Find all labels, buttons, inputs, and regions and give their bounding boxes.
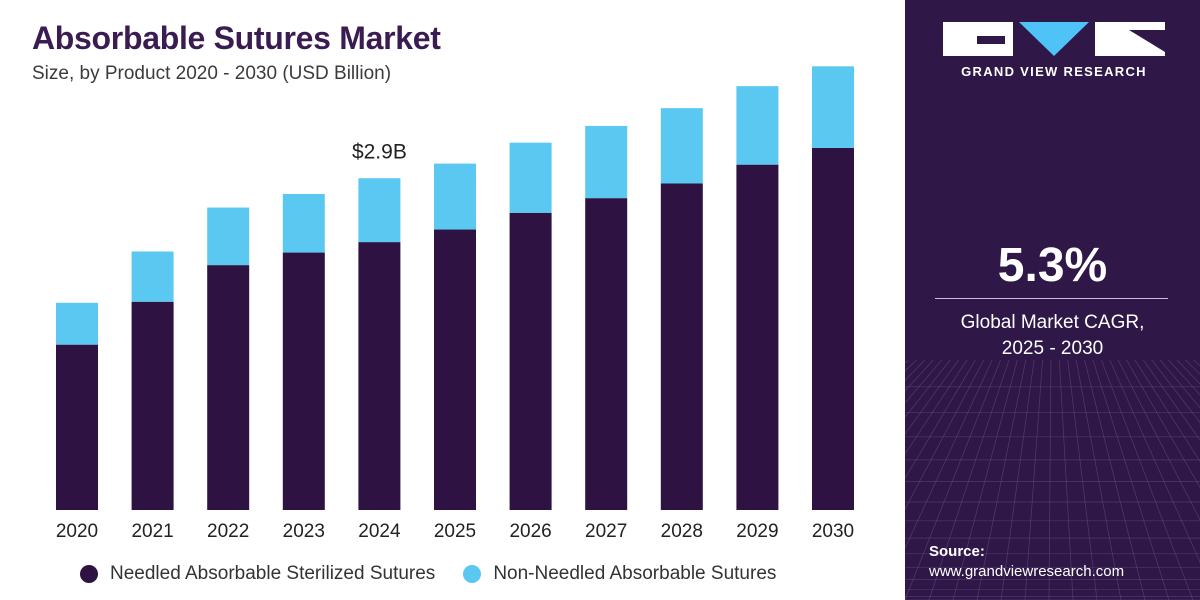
bar-non-needled-2028 xyxy=(660,108,703,184)
bar-needled-2021 xyxy=(131,301,174,510)
chart-legend: Needled Absorbable Sterilized Sutures No… xyxy=(80,560,776,588)
x-tick-label-2022: 2022 xyxy=(207,521,249,542)
bar-needled-2022 xyxy=(207,265,250,510)
chart-subtitle: Size, by Product 2020 - 2030 (USD Billio… xyxy=(32,63,392,84)
chart-panel: Absorbable Sutures Market Size, by Produ… xyxy=(32,20,855,588)
bar-needled-2025 xyxy=(434,229,476,510)
bar-non-needled-2029 xyxy=(736,86,779,165)
source-block: Source: www.grandviewresearch.com xyxy=(929,543,1124,580)
logo-mark-v xyxy=(1019,22,1089,56)
x-tick-label-2026: 2026 xyxy=(509,521,551,542)
x-tick-label-2024: 2024 xyxy=(358,521,401,542)
brand-logo: GRAND VIEW RESEARCH xyxy=(943,22,1165,79)
bar-needled-2024 xyxy=(358,242,401,510)
brand-name: GRAND VIEW RESEARCH xyxy=(961,64,1147,79)
cagr-label-line2: 2025 - 2030 xyxy=(1001,338,1104,359)
bar-non-needled-2022 xyxy=(207,207,250,266)
x-tick-label-2023: 2023 xyxy=(283,521,325,542)
decorative-grid xyxy=(905,360,1200,600)
bar-needled-2023 xyxy=(282,252,325,510)
legend-swatch-needled xyxy=(80,565,98,583)
x-tick-label-2021: 2021 xyxy=(131,521,173,542)
legend-item-non-needled: Non-Needled Absorbable Sutures xyxy=(463,563,776,585)
side-panel: GRAND VIEW RESEARCH 5.3% Global Market C… xyxy=(905,0,1200,600)
bar-needled-2029 xyxy=(736,164,779,510)
chart-title: Absorbable Sutures Market xyxy=(32,20,441,56)
x-tick-label-2020: 2020 xyxy=(56,521,98,542)
bar-needled-2020 xyxy=(56,344,98,510)
x-tick-label-2029: 2029 xyxy=(736,521,778,542)
x-tick-label-2028: 2028 xyxy=(661,521,703,542)
legend-label-needled: Needled Absorbable Sterilized Sutures xyxy=(110,563,436,584)
logo-marks xyxy=(943,22,1165,56)
bar-non-needled-2020 xyxy=(56,302,98,345)
bar-non-needled-2024 xyxy=(358,178,401,243)
logo-mark-r xyxy=(1095,22,1165,56)
bar-value-annotation: $2.9B xyxy=(352,140,407,163)
logo-mark-g xyxy=(943,22,1013,56)
cagr-label: Global Market CAGR, 2025 - 2030 xyxy=(905,310,1200,362)
bar-needled-2030 xyxy=(812,147,854,510)
bar-non-needled-2021 xyxy=(131,251,174,302)
source-link[interactable]: www.grandviewresearch.com xyxy=(929,563,1125,580)
source-label: Source: xyxy=(929,543,985,560)
cagr-label-line1: Global Market CAGR, xyxy=(960,312,1145,333)
bar-non-needled-2027 xyxy=(585,125,628,199)
bar-non-needled-2030 xyxy=(812,66,854,148)
x-tick-label-2030: 2030 xyxy=(812,521,854,542)
cagr-divider xyxy=(935,298,1168,299)
bar-non-needled-2023 xyxy=(282,193,325,253)
bar-non-needled-2025 xyxy=(434,163,476,230)
legend-swatch-non-needled xyxy=(463,565,482,583)
bar-needled-2027 xyxy=(585,198,628,511)
bar-needled-2028 xyxy=(660,183,703,510)
legend-item-needled: Needled Absorbable Sterilized Sutures xyxy=(80,563,435,585)
bar-needled-2026 xyxy=(509,212,552,510)
x-tick-label-2025: 2025 xyxy=(434,521,476,542)
bar-non-needled-2026 xyxy=(509,142,552,213)
cagr-value: 5.3% xyxy=(997,239,1108,292)
legend-label-non-needled: Non-Needled Absorbable Sutures xyxy=(493,563,777,584)
x-tick-label-2027: 2027 xyxy=(585,521,627,542)
bar-chart: 2020 2021 2022 2023 2024 2025 2026 2027 2028 2029… xyxy=(56,66,854,542)
